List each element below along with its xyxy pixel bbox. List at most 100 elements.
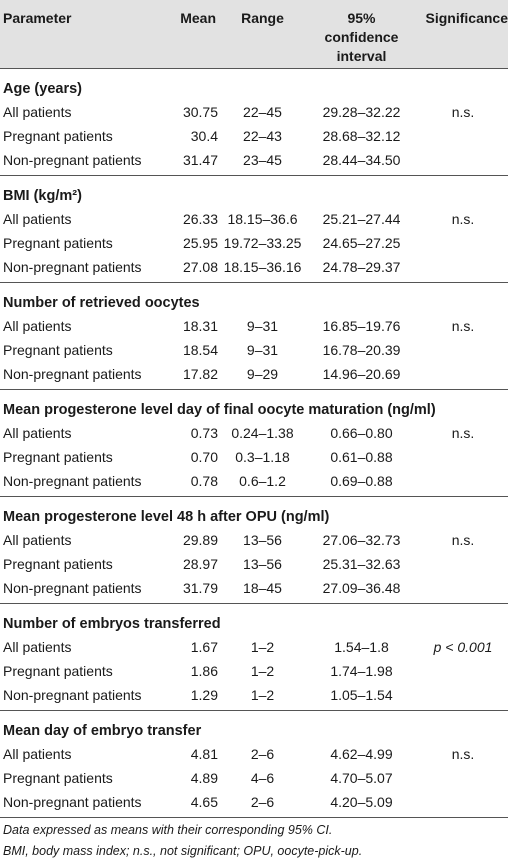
significance-cell: n.s. <box>451 746 475 762</box>
row-label: All patients <box>3 746 72 762</box>
row-label: Pregnant patients <box>3 235 113 251</box>
table-row: Non-pregnant patients 1.29 1–2 1.05–1.54 <box>0 684 508 710</box>
table-row: Pregnant patients 30.4 22–43 28.68–32.12 <box>0 125 508 149</box>
row-label: All patients <box>3 318 72 334</box>
row-label: Non-pregnant patients <box>3 473 142 489</box>
group-title: Mean progesterone level 48 h after OPU (… <box>0 495 508 529</box>
ci-cell: 1.05–1.54 <box>330 687 393 703</box>
ci-cell: 1.54–1.8 <box>334 639 389 655</box>
group-header-row: Number of retrieved oocytes <box>0 281 508 315</box>
table-row: Non-pregnant patients 27.08 18.15–36.16 24.… <box>0 256 508 282</box>
mean-cell: 29.89 <box>182 532 218 548</box>
mean-cell: 31.79 <box>182 580 218 596</box>
row-label: Pregnant patients <box>3 556 113 572</box>
table-row: All patients 4.81 2–6 4.62–4.99 n.s. <box>0 743 508 767</box>
mean-cell: 4.89 <box>190 770 218 786</box>
range-cell: 0.6–1.2 <box>239 473 286 489</box>
header-mean: Mean <box>160 0 220 69</box>
mean-cell: 26.33 <box>182 211 218 227</box>
row-label: Non-pregnant patients <box>3 366 142 382</box>
ci-cell: 4.70–5.07 <box>330 770 393 786</box>
row-label: All patients <box>3 639 72 655</box>
significance-cell <box>418 791 508 817</box>
row-label: Non-pregnant patients <box>3 794 142 810</box>
ci-cell: 16.85–19.76 <box>322 318 401 334</box>
range-cell: 9–31 <box>246 318 279 334</box>
table-row: All patients 30.75 22–45 29.28–32.22 n.s. <box>0 101 508 125</box>
significance-cell <box>418 684 508 710</box>
ci-cell: 4.20–5.09 <box>330 794 393 810</box>
row-label: Non-pregnant patients <box>3 580 142 596</box>
group-title: Age (years) <box>3 80 82 97</box>
group-header-row: Mean day of embryo transfer <box>0 709 508 743</box>
table-row: All patients 26.33 18.15–36.6 25.21–27.44 n.… <box>0 208 508 232</box>
header-ci-line: interval <box>336 48 387 64</box>
mean-cell: 18.54 <box>182 342 218 358</box>
mean-cell: 0.70 <box>190 449 218 465</box>
range-cell: 1–2 <box>250 639 275 655</box>
group-header-row: BMI (kg/m²) <box>0 174 508 208</box>
mean-cell: 18.31 <box>182 318 218 334</box>
ci-cell: 4.62–4.99 <box>330 746 393 762</box>
significance-cell: n.s. <box>451 318 475 334</box>
row-label: Pregnant patients <box>3 663 113 679</box>
table-row: Pregnant patients 25.95 19.72–33.25 24.65–2… <box>0 232 508 256</box>
ci-cell: 1.74–1.98 <box>330 663 393 679</box>
range-cell: 18–45 <box>243 580 282 596</box>
significance-cell: p < 0.001 <box>433 639 493 655</box>
range-cell: 22–45 <box>243 104 282 120</box>
header-parameter: Parameter <box>0 0 160 69</box>
mean-cell: 25.95 <box>182 235 218 251</box>
group-header-row: Age (years) <box>0 68 508 101</box>
range-cell: 0.24–1.38 <box>231 425 294 441</box>
ci-cell: 27.09–36.48 <box>322 580 401 596</box>
group-header-row: Mean progesterone level day of final ooc… <box>0 388 508 422</box>
mean-cell: 4.65 <box>190 794 218 810</box>
range-cell: 22–43 <box>243 128 282 144</box>
mean-cell: 0.78 <box>190 473 218 489</box>
range-cell: 18.15–36.6 <box>227 211 298 227</box>
range-cell: 0.3–1.18 <box>235 449 290 465</box>
range-cell: 13–56 <box>243 532 282 548</box>
ci-cell: 24.65–27.25 <box>322 235 401 251</box>
significance-cell <box>418 149 508 175</box>
range-cell: 9–29 <box>246 366 279 382</box>
table-footnotes: Data expressed as means with their corre… <box>0 817 508 862</box>
row-label: Pregnant patients <box>3 128 113 144</box>
group-title: Mean day of embryo transfer <box>0 709 508 743</box>
significance-cell <box>418 660 508 684</box>
significance-cell: n.s. <box>451 532 475 548</box>
table-body: Age (years) All patients 30.75 22–45 29.28–3… <box>0 68 508 817</box>
ci-cell: 0.66–0.80 <box>330 425 393 441</box>
significance-cell <box>418 553 508 577</box>
significance-cell <box>418 256 508 282</box>
table-row: Non-pregnant patients 0.78 0.6–1.2 0.69–0.8… <box>0 470 508 496</box>
header-ci-line: confidence <box>324 29 399 45</box>
significance-cell <box>418 339 508 363</box>
header-significance: Significance <box>418 0 508 69</box>
significance-cell <box>418 767 508 791</box>
table-row: All patients 29.89 13–56 27.06–32.73 n.s. <box>0 529 508 553</box>
mean-cell: 1.86 <box>190 663 218 679</box>
header-ci-line: 95% <box>347 10 376 26</box>
range-cell: 18.15–36.16 <box>223 259 302 275</box>
ci-cell: 25.31–32.63 <box>322 556 401 572</box>
row-label: All patients <box>3 211 72 227</box>
row-label: Pregnant patients <box>3 342 113 358</box>
mean-cell: 30.4 <box>190 128 218 144</box>
mean-cell: 31.47 <box>182 152 218 168</box>
significance-cell <box>418 363 508 389</box>
range-cell: 2–6 <box>250 794 275 810</box>
row-label: Non-pregnant patients <box>3 687 142 703</box>
mean-cell: 30.75 <box>182 104 218 120</box>
mean-cell: 4.81 <box>190 746 218 762</box>
range-cell: 19.72–33.25 <box>223 235 302 251</box>
range-cell: 2–6 <box>250 746 275 762</box>
range-cell: 1–2 <box>250 687 275 703</box>
ci-cell: 24.78–29.37 <box>322 259 401 275</box>
ci-cell: 14.96–20.69 <box>322 366 401 382</box>
table-header: Parameter Mean Range 95% confidence inte… <box>0 0 508 69</box>
range-cell: 1–2 <box>250 663 275 679</box>
table-row: Pregnant patients 1.86 1–2 1.74–1.98 <box>0 660 508 684</box>
